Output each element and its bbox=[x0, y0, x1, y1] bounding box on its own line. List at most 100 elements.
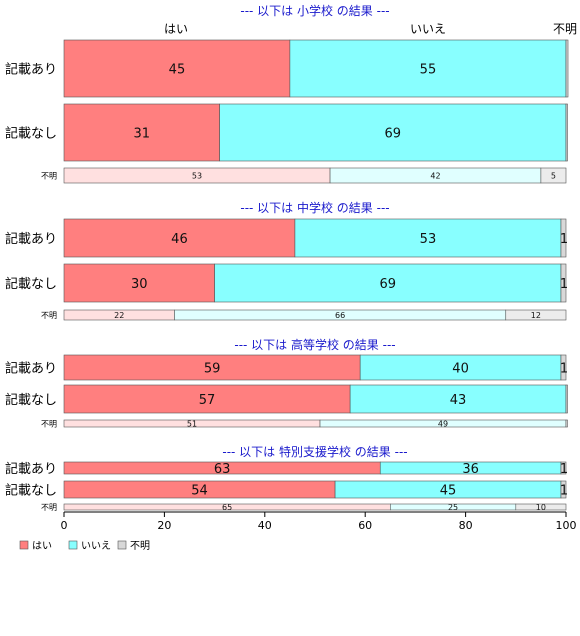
group-title: --- 以下は 特別支援学校 の結果 --- bbox=[222, 444, 407, 459]
bar-value-label: 53 bbox=[192, 172, 202, 181]
bar-segment-はい bbox=[63, 384, 351, 414]
bar-value-label: 40 bbox=[452, 362, 469, 377]
bar-value-label: 69 bbox=[380, 277, 397, 292]
bar-segment-不明 bbox=[560, 480, 567, 499]
bar-value-label: 12 bbox=[531, 311, 541, 320]
chart-groups: --- 以下は 小学校 の結果 --- 記載あり 45 55 記載なし 31 69 不明 53 4… bbox=[5, 3, 569, 512]
bar-value-label: 25 bbox=[448, 503, 458, 512]
bar-segment-不明 bbox=[540, 167, 567, 184]
bar-segment-いいえ bbox=[289, 39, 567, 98]
bar-value-label: 36 bbox=[462, 462, 479, 477]
x-tick-label: 60 bbox=[358, 519, 372, 532]
bar-value-label: 5 bbox=[551, 172, 556, 181]
row-label: 不明 bbox=[41, 311, 57, 320]
bar-segment-いいえ bbox=[219, 103, 567, 162]
bar-value-label: 43 bbox=[450, 393, 467, 408]
bar-value-label: 22 bbox=[114, 311, 124, 320]
row-unknown: 不明 53 42 5 bbox=[41, 167, 567, 184]
bar-segment-不明 bbox=[565, 384, 568, 414]
bar-segment-不明 bbox=[560, 263, 567, 303]
bar-value-label: 46 bbox=[171, 232, 188, 247]
column-header-0: はい bbox=[164, 22, 188, 36]
row-label: 記載なし bbox=[5, 392, 57, 408]
x-tick-label: 40 bbox=[258, 519, 272, 532]
row-label: 記載あり bbox=[5, 231, 57, 247]
column-header-2: 不明 bbox=[553, 22, 577, 36]
bar-segment-はい bbox=[63, 103, 220, 162]
group-0: --- 以下は 小学校 の結果 --- 記載あり 45 55 記載なし 31 69 不明 53 4… bbox=[5, 3, 569, 184]
bar-segment-いいえ bbox=[294, 218, 562, 258]
bar-value-label: 1 bbox=[560, 362, 568, 377]
row-1: 記載なし 30 69 1 bbox=[5, 263, 568, 303]
x-tick-label: 20 bbox=[157, 519, 171, 532]
bar-value-label: 1 bbox=[560, 277, 568, 292]
bar-value-label: 1 bbox=[560, 484, 568, 499]
bar-segment-不明 bbox=[565, 39, 569, 98]
group-3: --- 以下は 特別支援学校 の結果 --- 記載あり 63 36 1 記載なし 54 45 1… bbox=[5, 444, 568, 512]
bar-value-label: 31 bbox=[134, 127, 151, 142]
bar-segment-不明 bbox=[565, 419, 568, 428]
row-1: 記載なし 54 45 1 bbox=[5, 480, 568, 499]
row-label: 記載なし bbox=[5, 276, 57, 292]
bar-value-label: 49 bbox=[438, 420, 448, 429]
bar-value-label: 1 bbox=[560, 232, 568, 247]
legend-swatch bbox=[117, 540, 127, 550]
row-unknown: 不明 51 49 bbox=[41, 420, 568, 429]
bar-value-label: 30 bbox=[131, 277, 148, 292]
bar-segment-不明 bbox=[560, 461, 567, 475]
row-0: 記載あり 59 40 1 bbox=[5, 354, 568, 381]
bar-segment-不明 bbox=[560, 354, 567, 381]
row-label: 記載あり bbox=[5, 461, 57, 477]
bar-value-label: 53 bbox=[420, 232, 437, 247]
bar-value-label: 57 bbox=[199, 393, 216, 408]
bar-value-label: 65 bbox=[222, 503, 232, 512]
bar-segment-不明 bbox=[560, 218, 567, 258]
bar-value-label: 69 bbox=[385, 127, 402, 142]
row-0: 記載あり 45 55 bbox=[5, 39, 569, 98]
row-label: 記載なし bbox=[5, 126, 57, 142]
bar-value-label: 66 bbox=[335, 311, 345, 320]
row-1: 記載なし 31 69 bbox=[5, 103, 568, 162]
row-0: 記載あり 46 53 1 bbox=[5, 218, 568, 258]
row-label: 不明 bbox=[41, 172, 57, 181]
column-header-1: いいえ bbox=[410, 22, 446, 36]
bar-value-label: 63 bbox=[214, 462, 231, 477]
x-tick-label: 100 bbox=[556, 519, 577, 532]
x-axis: 0 20 40 60 80 100 bbox=[61, 511, 577, 532]
bar-segment-はい bbox=[63, 218, 296, 258]
bar-value-label: 1 bbox=[560, 462, 568, 477]
group-2: --- 以下は 高等学校 の結果 --- 記載あり 59 40 1 記載なし 57 43 不明 5… bbox=[5, 337, 568, 429]
bar-segment-はい bbox=[63, 39, 291, 98]
group-title: --- 以下は 中学校 の結果 --- bbox=[240, 200, 389, 215]
bar-value-label: 59 bbox=[204, 362, 221, 377]
x-tick-label: 80 bbox=[459, 519, 473, 532]
bar-segment-いいえ bbox=[214, 263, 562, 303]
row-label: 不明 bbox=[41, 503, 57, 512]
legend-label: はい bbox=[32, 540, 52, 552]
row-label: 記載あり bbox=[5, 361, 57, 377]
bar-segment-不明 bbox=[515, 503, 567, 511]
bar-segment-はい bbox=[63, 354, 361, 381]
legend-label: いいえ bbox=[81, 540, 111, 552]
row-label: 不明 bbox=[41, 420, 57, 429]
group-title: --- 以下は 小学校 の結果 --- bbox=[240, 3, 389, 18]
legend-swatch bbox=[19, 540, 29, 550]
bar-value-label: 51 bbox=[187, 420, 197, 429]
row-unknown: 不明 65 25 10 bbox=[41, 503, 567, 512]
row-unknown: 不明 22 66 12 bbox=[41, 309, 567, 321]
bar-value-label: 10 bbox=[536, 503, 546, 512]
bar-value-label: 54 bbox=[191, 484, 208, 499]
row-label: 記載あり bbox=[5, 62, 57, 78]
row-0: 記載あり 63 36 1 bbox=[5, 461, 568, 477]
bar-segment-不明 bbox=[505, 309, 567, 321]
bar-value-label: 45 bbox=[169, 63, 186, 78]
legend-swatch bbox=[68, 540, 78, 550]
bar-value-label: 45 bbox=[440, 484, 457, 499]
legend-label: 不明 bbox=[130, 540, 150, 552]
row-1: 記載なし 57 43 bbox=[5, 384, 568, 414]
legend: はい いいえ 不明 bbox=[19, 540, 150, 552]
bar-value-label: 55 bbox=[420, 63, 437, 78]
row-label: 記載なし bbox=[5, 483, 57, 499]
group-1: --- 以下は 中学校 の結果 --- 記載あり 46 53 1 記載なし 30 69 1 不明 2… bbox=[5, 200, 568, 321]
